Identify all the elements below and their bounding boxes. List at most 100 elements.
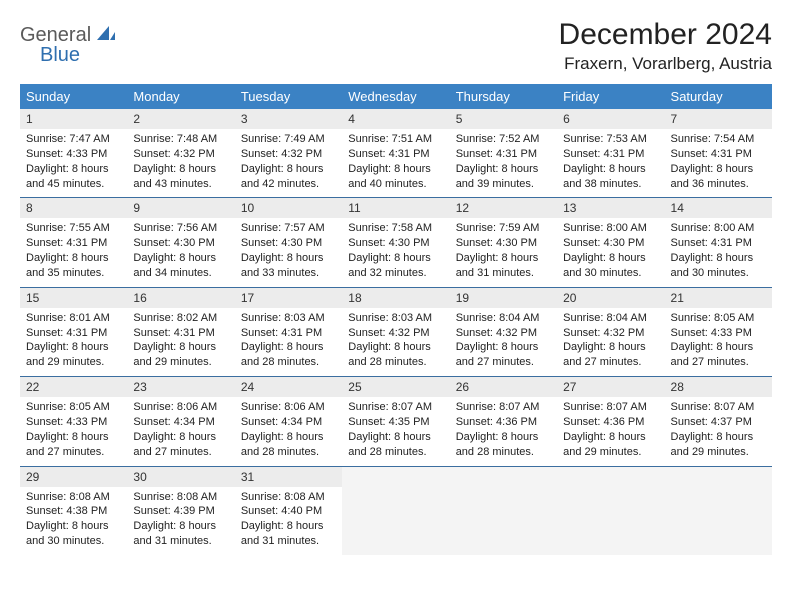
sunset-line: Sunset: 4:30 PM	[563, 236, 658, 251]
day-number-row: 1234567	[20, 109, 772, 129]
daylight-line: Daylight: 8 hours and 31 minutes.	[133, 519, 228, 549]
daylight-line: Daylight: 8 hours and 30 minutes.	[26, 519, 121, 549]
day-content-cell: Sunrise: 8:00 AMSunset: 4:30 PMDaylight:…	[557, 218, 664, 287]
day-content-cell: Sunrise: 7:51 AMSunset: 4:31 PMDaylight:…	[342, 129, 449, 198]
day-content-row: Sunrise: 8:08 AMSunset: 4:38 PMDaylight:…	[20, 487, 772, 555]
daylight-line: Daylight: 8 hours and 32 minutes.	[348, 251, 443, 281]
day-number-cell: 5	[450, 109, 557, 129]
sunrise-line: Sunrise: 8:07 AM	[671, 400, 766, 415]
sunset-line: Sunset: 4:36 PM	[456, 415, 551, 430]
day-content-cell: Sunrise: 8:00 AMSunset: 4:31 PMDaylight:…	[665, 218, 772, 287]
location: Fraxern, Vorarlberg, Austria	[559, 54, 772, 74]
sunset-line: Sunset: 4:38 PM	[26, 504, 121, 519]
sunset-line: Sunset: 4:30 PM	[241, 236, 336, 251]
day-number-cell: 30	[127, 466, 234, 487]
daylight-line: Daylight: 8 hours and 30 minutes.	[671, 251, 766, 281]
calendar-table: Sunday Monday Tuesday Wednesday Thursday…	[20, 84, 772, 555]
day-content-cell: Sunrise: 8:05 AMSunset: 4:33 PMDaylight:…	[665, 308, 772, 377]
sunrise-line: Sunrise: 7:47 AM	[26, 132, 121, 147]
day-content-cell: Sunrise: 8:03 AMSunset: 4:32 PMDaylight:…	[342, 308, 449, 377]
daylight-line: Daylight: 8 hours and 30 minutes.	[563, 251, 658, 281]
day-content-cell	[557, 487, 664, 555]
sunset-line: Sunset: 4:31 PM	[563, 147, 658, 162]
sunset-line: Sunset: 4:33 PM	[26, 147, 121, 162]
sunrise-line: Sunrise: 8:04 AM	[456, 311, 551, 326]
sunrise-line: Sunrise: 7:48 AM	[133, 132, 228, 147]
calendar-body: 1234567Sunrise: 7:47 AMSunset: 4:33 PMDa…	[20, 109, 772, 555]
day-number-cell: 18	[342, 287, 449, 308]
daylight-line: Daylight: 8 hours and 31 minutes.	[241, 519, 336, 549]
day-number-row: 22232425262728	[20, 377, 772, 398]
day-number-cell: 26	[450, 377, 557, 398]
sunset-line: Sunset: 4:30 PM	[133, 236, 228, 251]
daylight-line: Daylight: 8 hours and 40 minutes.	[348, 162, 443, 192]
sunset-line: Sunset: 4:35 PM	[348, 415, 443, 430]
sunrise-line: Sunrise: 8:06 AM	[241, 400, 336, 415]
sunset-line: Sunset: 4:31 PM	[133, 326, 228, 341]
sunrise-line: Sunrise: 8:03 AM	[241, 311, 336, 326]
sunrise-line: Sunrise: 7:54 AM	[671, 132, 766, 147]
day-number-row: 293031	[20, 466, 772, 487]
day-number-cell: 23	[127, 377, 234, 398]
day-number-cell: 6	[557, 109, 664, 129]
day-number-cell: 27	[557, 377, 664, 398]
sunrise-line: Sunrise: 8:07 AM	[563, 400, 658, 415]
day-number-cell: 3	[235, 109, 342, 129]
day-content-cell	[450, 487, 557, 555]
sunset-line: Sunset: 4:34 PM	[241, 415, 336, 430]
sunset-line: Sunset: 4:31 PM	[671, 236, 766, 251]
col-saturday: Saturday	[665, 84, 772, 109]
col-tuesday: Tuesday	[235, 84, 342, 109]
day-content-cell	[665, 487, 772, 555]
day-content-cell: Sunrise: 8:05 AMSunset: 4:33 PMDaylight:…	[20, 397, 127, 466]
day-content-cell: Sunrise: 7:48 AMSunset: 4:32 PMDaylight:…	[127, 129, 234, 198]
sunset-line: Sunset: 4:33 PM	[671, 326, 766, 341]
day-number-cell: 17	[235, 287, 342, 308]
sunrise-line: Sunrise: 7:55 AM	[26, 221, 121, 236]
sunrise-line: Sunrise: 8:00 AM	[671, 221, 766, 236]
sunset-line: Sunset: 4:32 PM	[456, 326, 551, 341]
daylight-line: Daylight: 8 hours and 33 minutes.	[241, 251, 336, 281]
sunset-line: Sunset: 4:31 PM	[26, 326, 121, 341]
daylight-line: Daylight: 8 hours and 43 minutes.	[133, 162, 228, 192]
sunset-line: Sunset: 4:37 PM	[671, 415, 766, 430]
day-content-cell: Sunrise: 8:07 AMSunset: 4:36 PMDaylight:…	[450, 397, 557, 466]
sunrise-line: Sunrise: 8:02 AM	[133, 311, 228, 326]
day-content-cell: Sunrise: 7:55 AMSunset: 4:31 PMDaylight:…	[20, 218, 127, 287]
daylight-line: Daylight: 8 hours and 28 minutes.	[348, 340, 443, 370]
day-number-cell: 25	[342, 377, 449, 398]
daylight-line: Daylight: 8 hours and 27 minutes.	[26, 430, 121, 460]
weekday-header-row: Sunday Monday Tuesday Wednesday Thursday…	[20, 84, 772, 109]
day-number-cell: 20	[557, 287, 664, 308]
month-title: December 2024	[559, 18, 772, 52]
day-content-cell: Sunrise: 8:06 AMSunset: 4:34 PMDaylight:…	[127, 397, 234, 466]
daylight-line: Daylight: 8 hours and 34 minutes.	[133, 251, 228, 281]
daylight-line: Daylight: 8 hours and 38 minutes.	[563, 162, 658, 192]
sunset-line: Sunset: 4:31 PM	[456, 147, 551, 162]
day-number-cell: 10	[235, 198, 342, 219]
header: General December 2024 Fraxern, Vorarlber…	[20, 18, 772, 74]
day-number-cell	[342, 466, 449, 487]
logo-text-blue: Blue	[40, 44, 80, 66]
day-number-cell: 7	[665, 109, 772, 129]
day-content-row: Sunrise: 7:47 AMSunset: 4:33 PM Daylight:…	[20, 129, 772, 198]
day-number-cell: 15	[20, 287, 127, 308]
day-number-cell: 21	[665, 287, 772, 308]
day-content-cell: Sunrise: 7:58 AMSunset: 4:30 PMDaylight:…	[342, 218, 449, 287]
day-number-cell: 1	[20, 109, 127, 129]
sunset-line: Sunset: 4:30 PM	[456, 236, 551, 251]
sunrise-line: Sunrise: 8:06 AM	[133, 400, 228, 415]
sunrise-line: Sunrise: 8:00 AM	[563, 221, 658, 236]
sunrise-line: Sunrise: 7:57 AM	[241, 221, 336, 236]
col-wednesday: Wednesday	[342, 84, 449, 109]
sunrise-line: Sunrise: 8:05 AM	[26, 400, 121, 415]
sunrise-line: Sunrise: 8:07 AM	[348, 400, 443, 415]
daylight-line: Daylight: 8 hours and 35 minutes.	[26, 251, 121, 281]
day-content-cell: Sunrise: 8:08 AMSunset: 4:38 PMDaylight:…	[20, 487, 127, 555]
day-content-cell: Sunrise: 7:54 AMSunset: 4:31 PMDaylight:…	[665, 129, 772, 198]
day-number-cell: 22	[20, 377, 127, 398]
daylight-line: Daylight: 8 hours and 29 minutes.	[133, 340, 228, 370]
daylight-line: Daylight: 8 hours and 31 minutes.	[456, 251, 551, 281]
day-number-cell: 8	[20, 198, 127, 219]
day-content-cell: Sunrise: 8:06 AMSunset: 4:34 PMDaylight:…	[235, 397, 342, 466]
